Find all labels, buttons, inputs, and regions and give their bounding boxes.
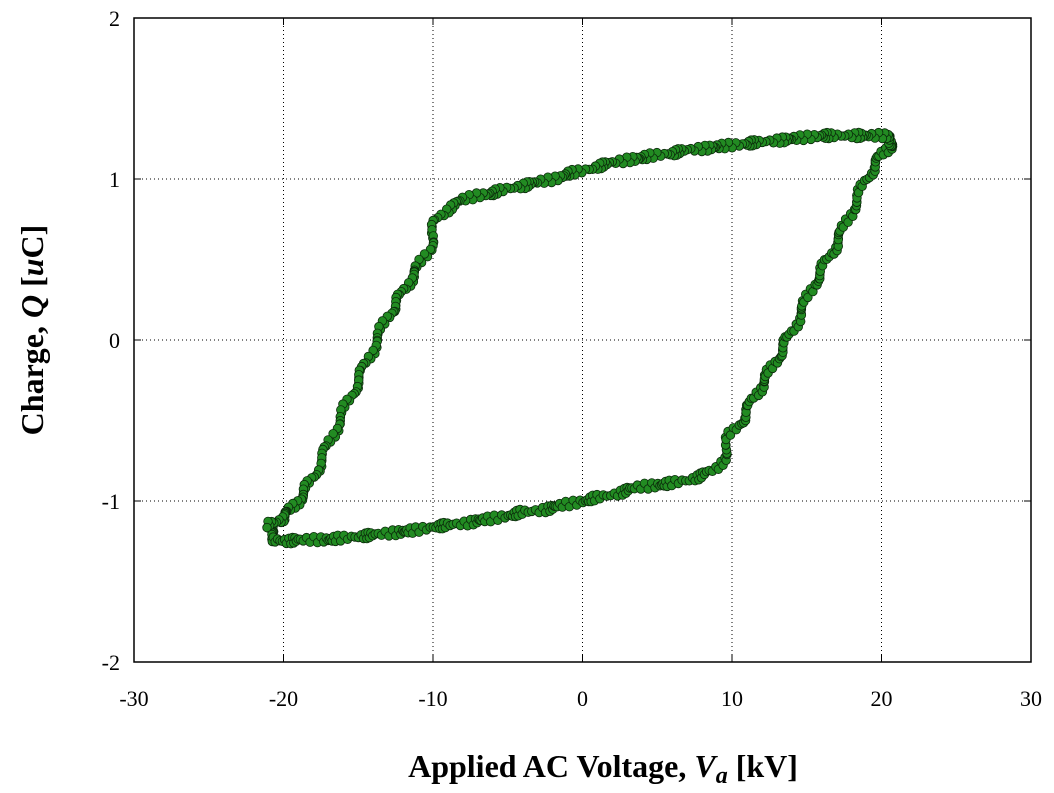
x-tick-labels: -30 -20 -10 0 10 20 30	[119, 686, 1042, 711]
y-tick-labels: 2 1 0 -1 -2	[102, 6, 120, 675]
y-tick-label: -2	[102, 650, 120, 675]
x-tick-label: -20	[269, 686, 298, 711]
x-axis-label: Applied AC Voltage, Va [kV]	[408, 748, 798, 789]
data-point	[419, 249, 430, 259]
x-tick-label: 10	[721, 686, 743, 711]
data-points	[262, 127, 898, 549]
x-tick-label: 30	[1020, 686, 1042, 711]
y-tick-label: 2	[109, 6, 120, 31]
axis-ticks	[133, 17, 1032, 663]
y-tick-label: 0	[109, 328, 120, 353]
data-point	[262, 522, 272, 533]
grid-lines	[134, 18, 1031, 662]
data-point	[368, 345, 378, 356]
y-tick-label: 1	[109, 167, 120, 192]
x-tick-label: -30	[119, 686, 148, 711]
x-tick-label: 20	[871, 686, 893, 711]
x-tick-label: -10	[418, 686, 447, 711]
y-tick-label: -1	[102, 489, 120, 514]
x-tick-label: 0	[577, 686, 588, 711]
y-axis-label: Charge, Q [uC]	[14, 225, 50, 436]
